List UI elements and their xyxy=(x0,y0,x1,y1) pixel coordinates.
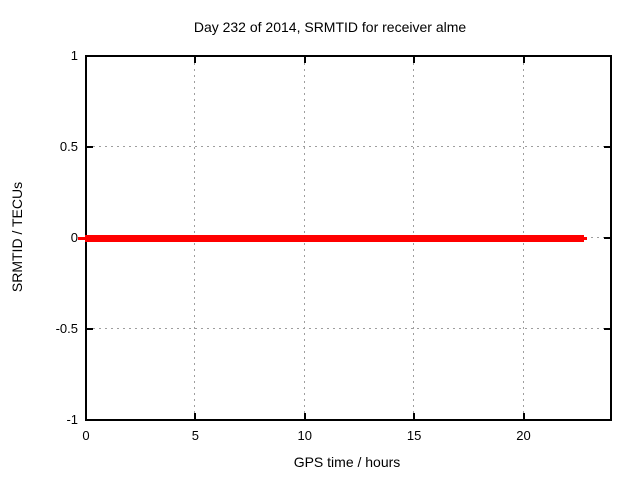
y-tick-label: 1 xyxy=(70,48,78,63)
x-tick-label: 15 xyxy=(406,428,422,443)
y-tick-label: -0.5 xyxy=(55,321,78,336)
x-tick-mark-bottom xyxy=(522,413,525,419)
y-tick-mark-right xyxy=(604,419,610,421)
x-tick-label: 0 xyxy=(82,428,90,443)
data-line-end-cap-right xyxy=(583,237,588,240)
y-tick-mark-right xyxy=(604,146,610,148)
y-tick-label: -1 xyxy=(66,412,78,427)
y-tick-mark-right xyxy=(604,328,610,330)
y-tick-mark-left xyxy=(87,328,93,330)
x-tick-label: 10 xyxy=(297,428,312,443)
x-tick-label: 5 xyxy=(191,428,199,443)
y-tick-mark-left xyxy=(87,55,93,57)
y-tick-label: 0.5 xyxy=(59,139,78,154)
y-tick-mark-right xyxy=(604,237,610,239)
x-tick-mark-bottom xyxy=(413,413,416,419)
x-tick-mark-bottom xyxy=(303,413,306,419)
x-tick-label: 20 xyxy=(516,428,531,443)
x-tick-mark-top xyxy=(413,57,416,63)
chart-title: Day 232 of 2014, SRMTID for receiver alm… xyxy=(193,19,467,35)
data-line-end-cap-left xyxy=(77,237,85,240)
y-gridline xyxy=(87,146,610,147)
data-line xyxy=(85,234,584,242)
x-tick-mark-top xyxy=(303,57,306,63)
x-axis-label: GPS time / hours xyxy=(293,454,401,470)
x-tick-mark-bottom xyxy=(85,413,87,419)
x-tick-mark-top xyxy=(522,57,525,63)
y-tick-label: 0 xyxy=(70,230,78,245)
y-gridline xyxy=(87,328,610,329)
x-tick-mark-top xyxy=(85,57,87,63)
y-tick-mark-left xyxy=(87,419,93,421)
y-tick-mark-right xyxy=(604,55,610,57)
y-tick-mark-left xyxy=(87,146,93,148)
x-tick-mark-top xyxy=(194,57,197,63)
x-tick-mark-bottom xyxy=(194,413,197,419)
